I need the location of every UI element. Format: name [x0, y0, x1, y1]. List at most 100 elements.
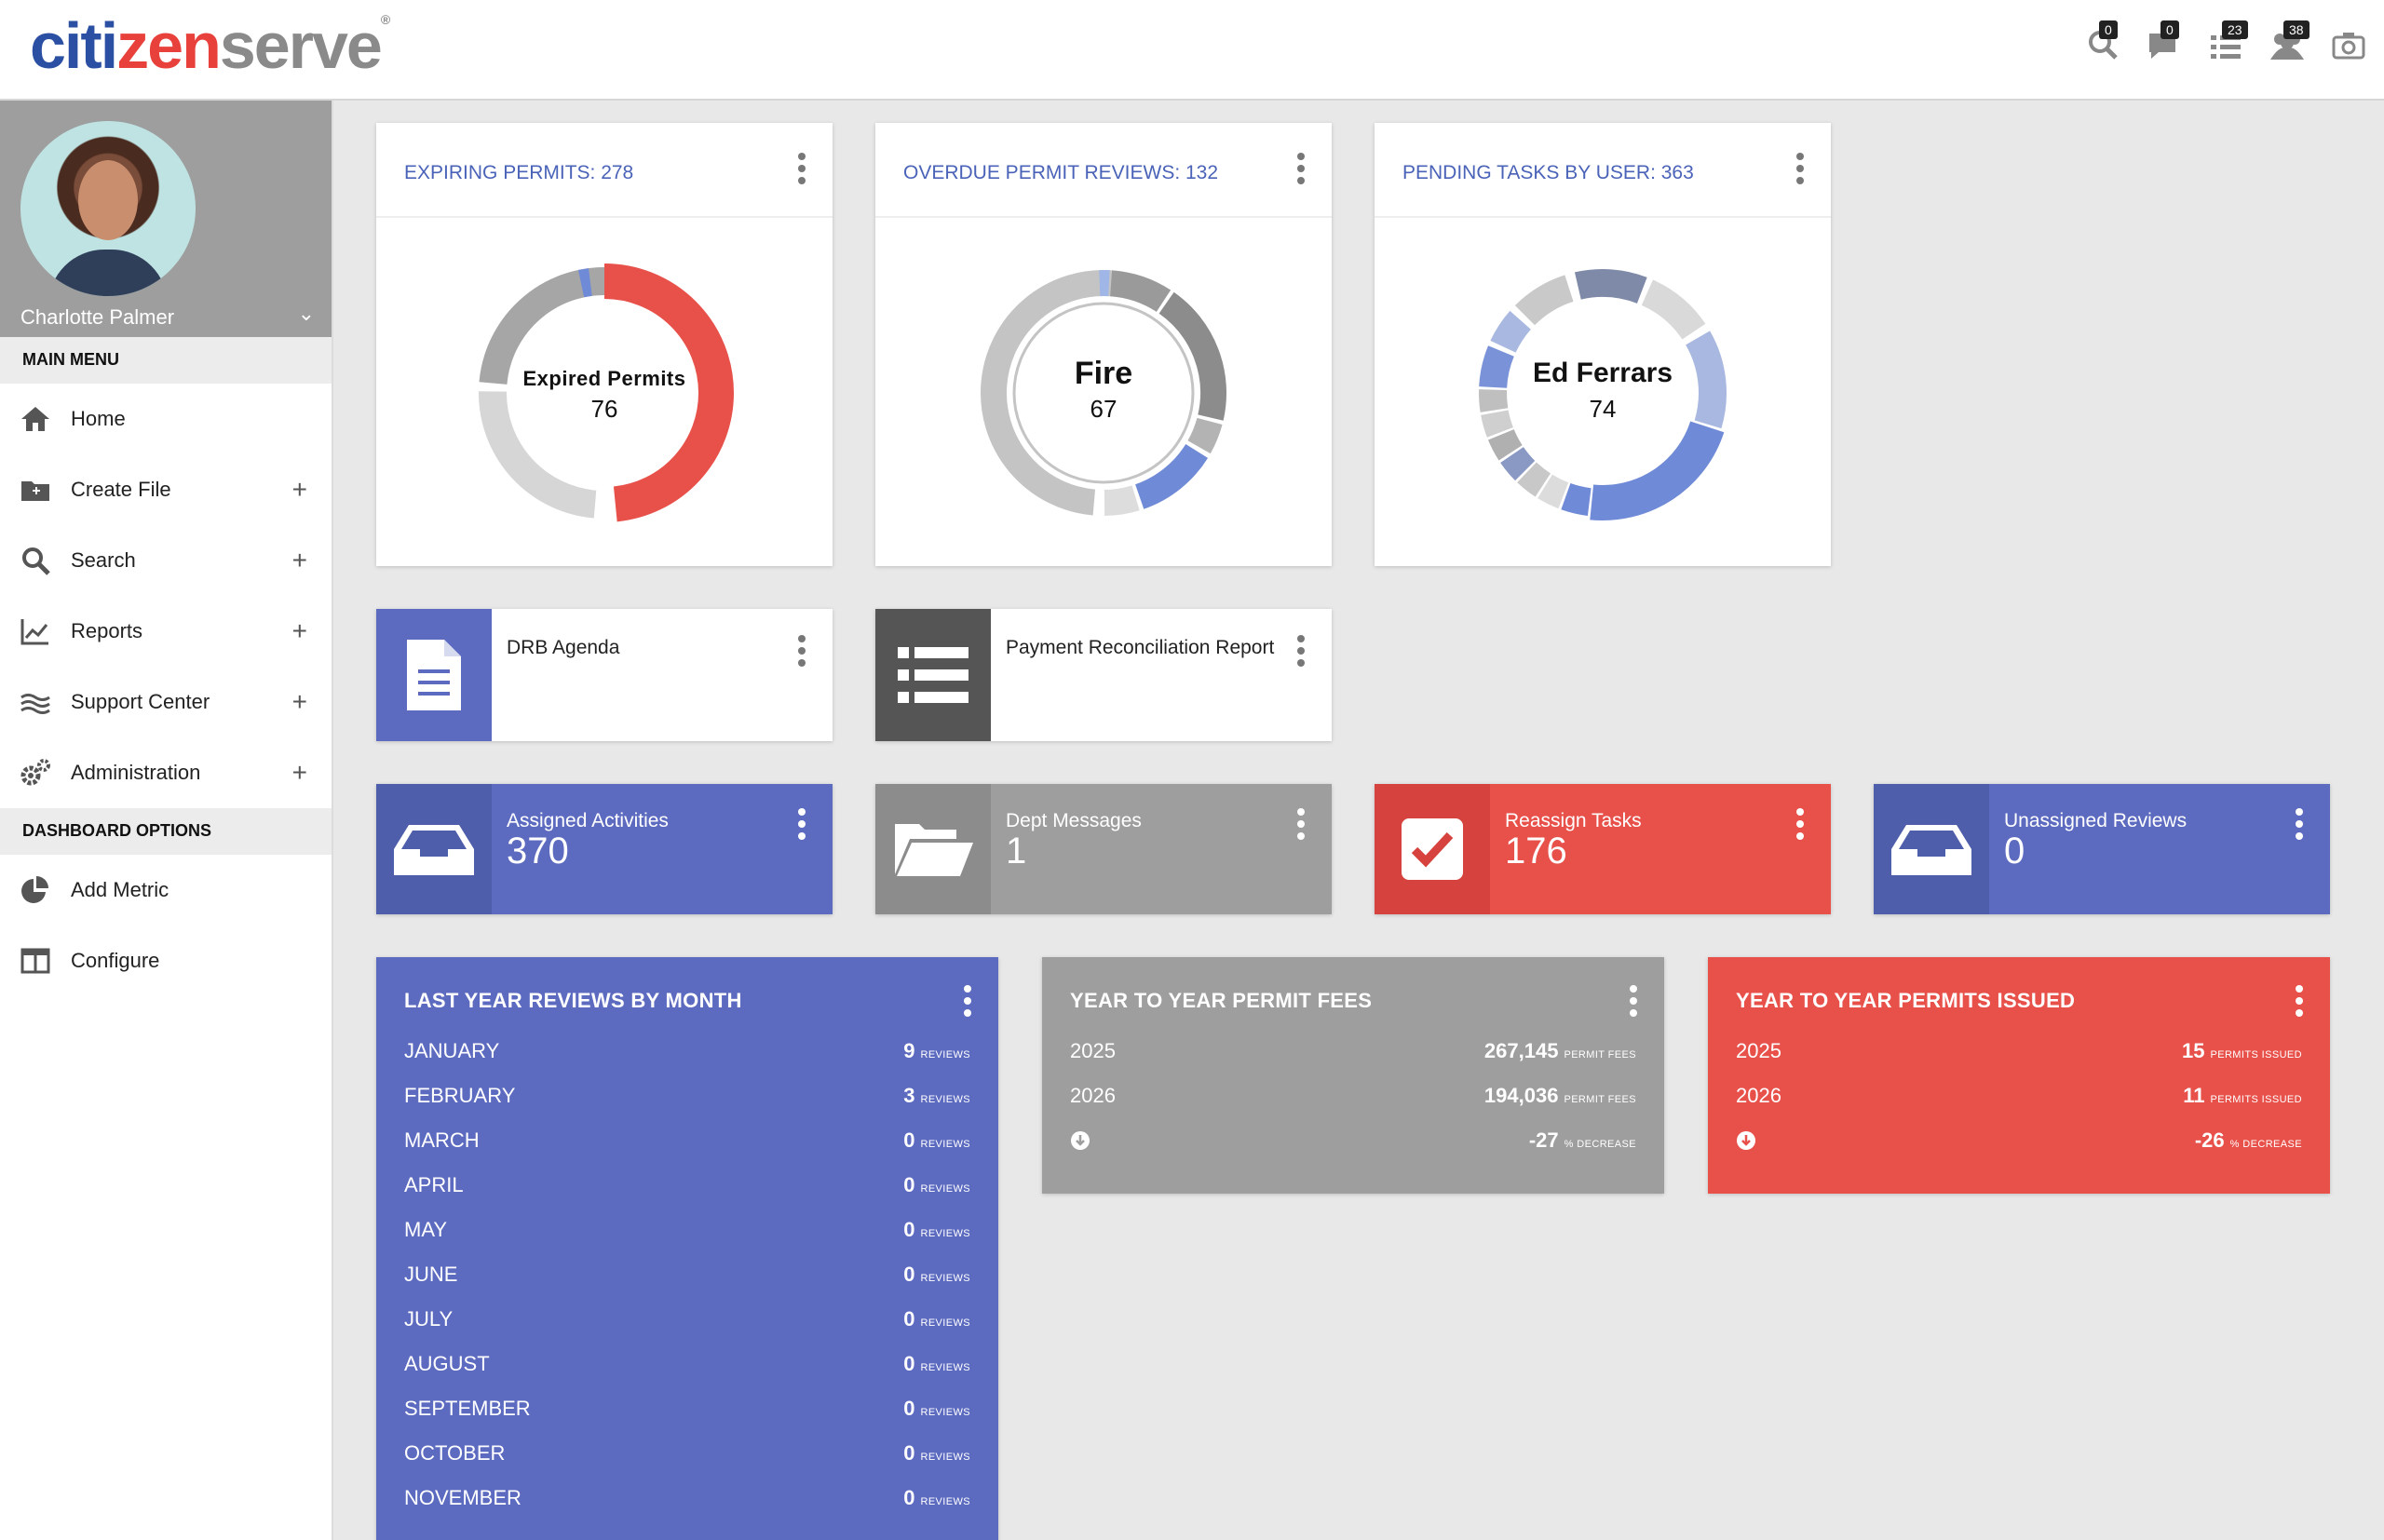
sidebar-item-add-metric[interactable]: Add Metric: [0, 855, 332, 925]
more-vert-icon[interactable]: [2293, 985, 2306, 1017]
user-name: Charlotte Palmer: [20, 305, 175, 329]
card-title: OVERDUE PERMIT REVIEWS: 132: [903, 162, 1219, 183]
sidebar-item-label: Home: [71, 407, 126, 430]
more-vert-icon[interactable]: [1627, 985, 1640, 1017]
list-item: SEPTEMBER 0 REVIEWS: [404, 1397, 970, 1420]
list-item: -26% DECREASE: [1736, 1128, 2302, 1173]
more-vert-icon[interactable]: [2293, 808, 2306, 840]
expiring-permits-donut[interactable]: [469, 258, 739, 528]
stat-label: Assigned Activities: [507, 810, 669, 831]
list-item: -27% DECREASE: [1070, 1128, 1636, 1173]
home-icon: [19, 402, 52, 436]
sidebar-item-label: Reports: [71, 619, 143, 642]
overdue-reviews-donut[interactable]: [968, 258, 1239, 528]
list-item: FEBRUARY 3 REVIEWS: [404, 1084, 970, 1107]
assigned-activities-card[interactable]: Assigned Activities 370: [376, 784, 833, 914]
dashboard-options-heading: DASHBOARD OPTIONS: [0, 808, 332, 855]
reassign-tasks-card[interactable]: Reassign Tasks 176: [1375, 784, 1831, 914]
folder-open-icon: [875, 784, 991, 914]
more-vert-icon[interactable]: [795, 635, 808, 667]
list-item: JUNE 0 REVIEWS: [404, 1263, 970, 1286]
users-icon[interactable]: 38: [2269, 20, 2310, 63]
donut-center-value: 67: [1090, 395, 1118, 423]
top-bar: citizenserve® 0 0 23 38: [0, 0, 2384, 101]
more-vert-icon[interactable]: [1794, 153, 1807, 184]
expand-plus-icon[interactable]: +: [291, 546, 307, 574]
list-item: 2026 194,036 PERMIT FEES: [1070, 1084, 1636, 1107]
donut-center-value: 74: [1589, 395, 1617, 423]
list-icon: [875, 609, 991, 741]
payment-reconciliation-card[interactable]: Payment Reconciliation Report: [875, 609, 1332, 741]
chat-badge: 0: [2160, 20, 2179, 39]
search-notifications-icon[interactable]: 0: [2084, 20, 2121, 63]
card-title: YEAR TO YEAR PERMITS ISSUED: [1736, 989, 2076, 1012]
shortcut-label: Payment Reconciliation Report: [1006, 637, 1275, 658]
sidebar-item-support-center[interactable]: Support Center +: [0, 667, 332, 737]
inbox-icon: [376, 784, 492, 914]
search-icon: [19, 544, 52, 577]
more-vert-icon[interactable]: [1294, 635, 1307, 667]
expand-plus-icon[interactable]: +: [291, 687, 307, 716]
waves-icon: [19, 685, 52, 719]
task-list-icon[interactable]: 23: [2207, 20, 2248, 63]
stat-label: Dept Messages: [1006, 810, 1142, 831]
main-menu-heading: MAIN MENU: [0, 337, 332, 384]
dept-messages-card[interactable]: Dept Messages 1: [875, 784, 1332, 914]
list-item: 2025 267,145 PERMIT FEES: [1070, 1039, 1636, 1062]
line-chart-icon: [19, 615, 52, 648]
document-icon: [376, 609, 492, 741]
unassigned-reviews-card[interactable]: Unassigned Reviews 0: [1874, 784, 2330, 914]
gears-icon: [19, 756, 52, 790]
drb-agenda-card[interactable]: DRB Agenda: [376, 609, 833, 741]
expiring-permits-card: EXPIRING PERMITS: 278 Expired Permits 76: [376, 123, 833, 566]
sidebar: Charlotte Palmer ⌄ MAIN MENU Home Create…: [0, 101, 333, 1540]
arrow-down-circle-icon: [1737, 1131, 1755, 1150]
stat-label: Unassigned Reviews: [2004, 810, 2188, 831]
last-year-reviews-card: LAST YEAR REVIEWS BY MONTH JANUARY 9 REVIE…: [376, 957, 998, 1540]
more-vert-icon[interactable]: [795, 808, 808, 840]
pending-tasks-card: PENDING TASKS BY USER: 363 Ed Ferrars 74: [1375, 123, 1831, 566]
citizenserve-logo[interactable]: citizenserve®: [30, 9, 390, 82]
card-title: PENDING TASKS BY USER: 363: [1402, 162, 1694, 183]
arrow-down-circle-icon: [1071, 1131, 1090, 1150]
chevron-down-icon[interactable]: ⌄: [297, 302, 315, 325]
overdue-permit-reviews-card: OVERDUE PERMIT REVIEWS: 132 Fire 67: [875, 123, 1332, 566]
sidebar-item-create-file[interactable]: Create File +: [0, 454, 332, 525]
list-item: APRIL 0 REVIEWS: [404, 1173, 970, 1196]
sidebar-item-label: Support Center: [71, 690, 210, 713]
sidebar-item-search[interactable]: Search +: [0, 525, 332, 596]
donut-center-label: Ed Ferrars: [1532, 358, 1673, 388]
list-item: OCTOBER 0 REVIEWS: [404, 1441, 970, 1465]
camera-icon[interactable]: [2330, 26, 2367, 63]
sidebar-item-reports[interactable]: Reports +: [0, 596, 332, 667]
inbox-icon: [1874, 784, 1989, 914]
stat-label: Reassign Tasks: [1505, 810, 1642, 831]
user-profile[interactable]: Charlotte Palmer ⌄: [0, 101, 332, 337]
more-vert-icon[interactable]: [795, 153, 808, 184]
search-badge: 0: [2099, 20, 2118, 39]
stat-value: 0: [2004, 831, 2025, 871]
sidebar-item-administration[interactable]: Administration +: [0, 737, 332, 808]
more-vert-icon[interactable]: [1794, 808, 1807, 840]
stat-value: 176: [1505, 831, 1567, 871]
card-title: YEAR TO YEAR PERMIT FEES: [1070, 989, 1373, 1012]
sidebar-item-configure[interactable]: Configure: [0, 925, 332, 996]
list-item: MAY 0 REVIEWS: [404, 1218, 970, 1241]
sidebar-item-home[interactable]: Home: [0, 384, 332, 454]
list-item: NOVEMBER 0 REVIEWS: [404, 1486, 970, 1509]
more-vert-icon[interactable]: [1294, 153, 1307, 184]
sidebar-item-label: Search: [71, 548, 136, 572]
pending-tasks-donut[interactable]: [1468, 258, 1738, 528]
expand-plus-icon[interactable]: +: [291, 475, 307, 504]
expand-plus-icon[interactable]: +: [291, 758, 307, 787]
tasks-badge: 23: [2222, 20, 2248, 39]
users-badge: 38: [2283, 20, 2310, 39]
more-vert-icon[interactable]: [1294, 808, 1307, 840]
expand-plus-icon[interactable]: +: [291, 616, 307, 645]
sidebar-item-label: Add Metric: [71, 878, 169, 901]
chat-icon[interactable]: 0: [2146, 20, 2183, 63]
card-title: EXPIRING PERMITS: 278: [404, 162, 634, 183]
checkbox-icon: [1375, 784, 1490, 914]
list-item: 2025 15 PERMITS ISSUED: [1736, 1039, 2302, 1062]
more-vert-icon[interactable]: [961, 985, 974, 1017]
